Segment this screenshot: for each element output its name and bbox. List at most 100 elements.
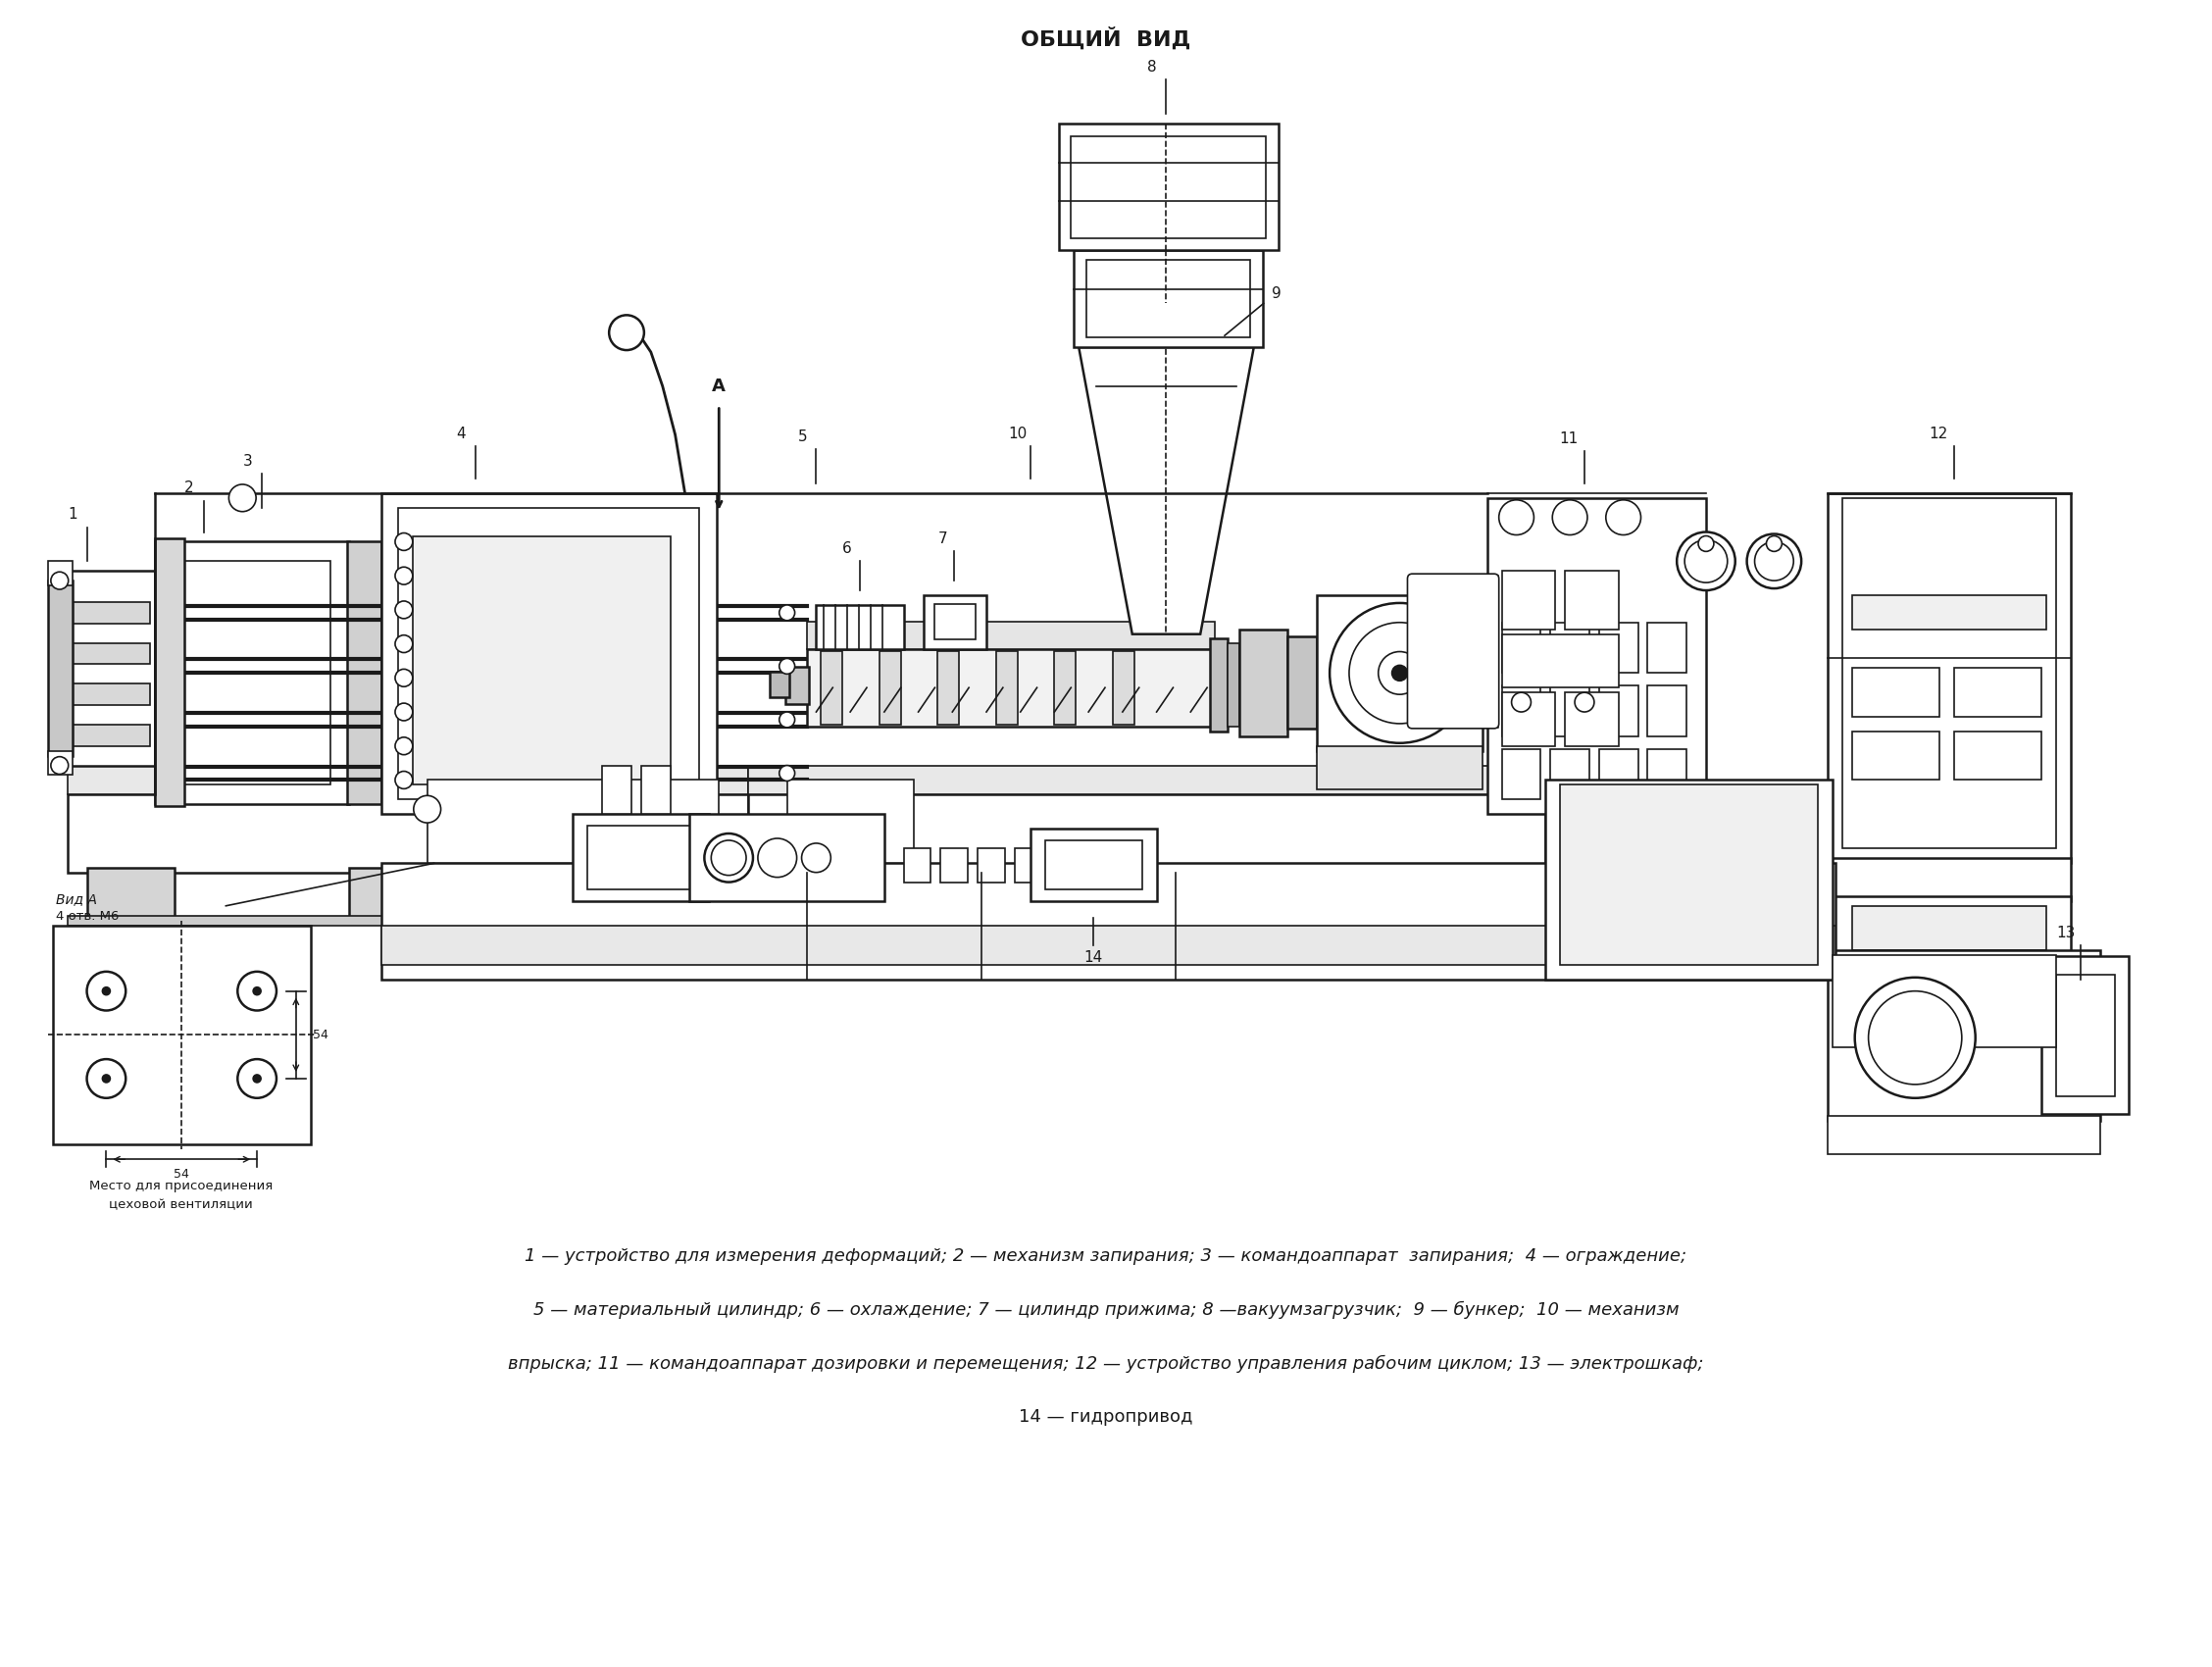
Text: 10: 10: [1009, 427, 1026, 442]
Circle shape: [1500, 500, 1533, 535]
Circle shape: [779, 658, 794, 673]
Text: А: А: [712, 377, 726, 395]
Text: ОБЩИЙ  ВИД: ОБЩИЙ ВИД: [1022, 27, 1190, 50]
Text: 6: 6: [843, 542, 852, 555]
Bar: [936, 603, 975, 638]
Bar: [1648, 748, 1686, 800]
Bar: [1113, 650, 1135, 725]
Bar: [573, 813, 710, 902]
Bar: [1228, 643, 1239, 727]
Circle shape: [1754, 542, 1794, 580]
Bar: [1827, 493, 2070, 864]
Bar: [349, 867, 438, 922]
Bar: [1239, 628, 1287, 737]
Bar: [1210, 638, 1228, 732]
Bar: [1071, 137, 1265, 238]
Bar: [1073, 250, 1263, 347]
Bar: [1486, 498, 1705, 813]
Bar: [73, 683, 150, 705]
Bar: [380, 493, 717, 813]
Bar: [1851, 732, 1940, 780]
Bar: [1832, 955, 2057, 1047]
Circle shape: [1575, 692, 1595, 712]
Bar: [175, 562, 330, 785]
Bar: [1648, 622, 1686, 673]
Circle shape: [102, 987, 111, 995]
Bar: [73, 725, 150, 745]
Circle shape: [396, 668, 414, 687]
Bar: [1086, 260, 1250, 337]
Bar: [1566, 570, 1619, 628]
Bar: [49, 580, 73, 755]
Bar: [2042, 957, 2130, 1114]
Bar: [1551, 622, 1590, 673]
Text: 12: 12: [1929, 427, 1949, 442]
Circle shape: [1699, 535, 1714, 552]
Text: 14 — гидропривод: 14 — гидропривод: [1020, 1409, 1192, 1425]
Text: 4: 4: [456, 427, 467, 442]
Bar: [1599, 685, 1637, 737]
Circle shape: [396, 737, 414, 755]
Circle shape: [252, 987, 261, 995]
Text: 7: 7: [938, 532, 947, 547]
Bar: [1316, 595, 1482, 750]
Bar: [1953, 668, 2042, 717]
Bar: [427, 780, 719, 864]
Bar: [748, 795, 1546, 872]
Circle shape: [1767, 535, 1783, 552]
Bar: [748, 765, 1546, 795]
Circle shape: [396, 703, 414, 720]
Text: 3: 3: [243, 453, 252, 468]
Bar: [787, 867, 874, 922]
Text: 8: 8: [1148, 60, 1157, 75]
Bar: [1851, 668, 1940, 717]
Bar: [922, 595, 987, 648]
Bar: [49, 750, 73, 775]
Text: 5: 5: [799, 430, 807, 443]
Circle shape: [86, 1059, 126, 1099]
Bar: [770, 672, 790, 697]
Text: 5 — материальный цилиндр; 6 — охлаждение; 7 — цилиндр прижима; 8 —вакуумзагрузчи: 5 — материальный цилиндр; 6 — охлаждение…: [533, 1302, 1679, 1319]
Circle shape: [1378, 652, 1420, 695]
Bar: [1371, 867, 1458, 922]
Bar: [86, 867, 175, 922]
Bar: [905, 849, 931, 882]
Bar: [155, 538, 184, 807]
Circle shape: [703, 834, 752, 882]
Bar: [49, 562, 73, 585]
Bar: [1827, 950, 2099, 1120]
Bar: [787, 780, 914, 864]
Bar: [66, 917, 1613, 925]
Bar: [816, 605, 905, 648]
Text: 13: 13: [2057, 925, 2075, 940]
Bar: [1055, 650, 1075, 725]
Circle shape: [1856, 977, 1975, 1099]
Circle shape: [396, 602, 414, 618]
Circle shape: [51, 572, 69, 590]
Bar: [807, 622, 1214, 648]
Bar: [73, 602, 150, 623]
Bar: [380, 864, 1836, 980]
Circle shape: [1606, 500, 1641, 535]
Circle shape: [1553, 500, 1588, 535]
Bar: [1015, 849, 1042, 882]
Text: 4 отв. М6: 4 отв. М6: [55, 910, 119, 922]
Text: 1: 1: [69, 507, 77, 522]
Bar: [66, 795, 748, 872]
Text: 9: 9: [1272, 287, 1281, 302]
Bar: [1316, 745, 1482, 790]
Bar: [807, 648, 1214, 727]
Bar: [380, 925, 1836, 965]
Bar: [690, 813, 885, 902]
Bar: [1843, 498, 2057, 849]
Bar: [1502, 622, 1542, 673]
Text: Место для присоединения: Место для присоединения: [88, 1179, 272, 1192]
Bar: [940, 849, 969, 882]
Text: цеховой вентиляции: цеховой вентиляции: [108, 1199, 252, 1212]
Bar: [1502, 692, 1555, 745]
Bar: [995, 650, 1018, 725]
Bar: [1648, 685, 1686, 737]
Bar: [1566, 692, 1619, 745]
Circle shape: [1511, 692, 1531, 712]
Bar: [2057, 975, 2115, 1097]
